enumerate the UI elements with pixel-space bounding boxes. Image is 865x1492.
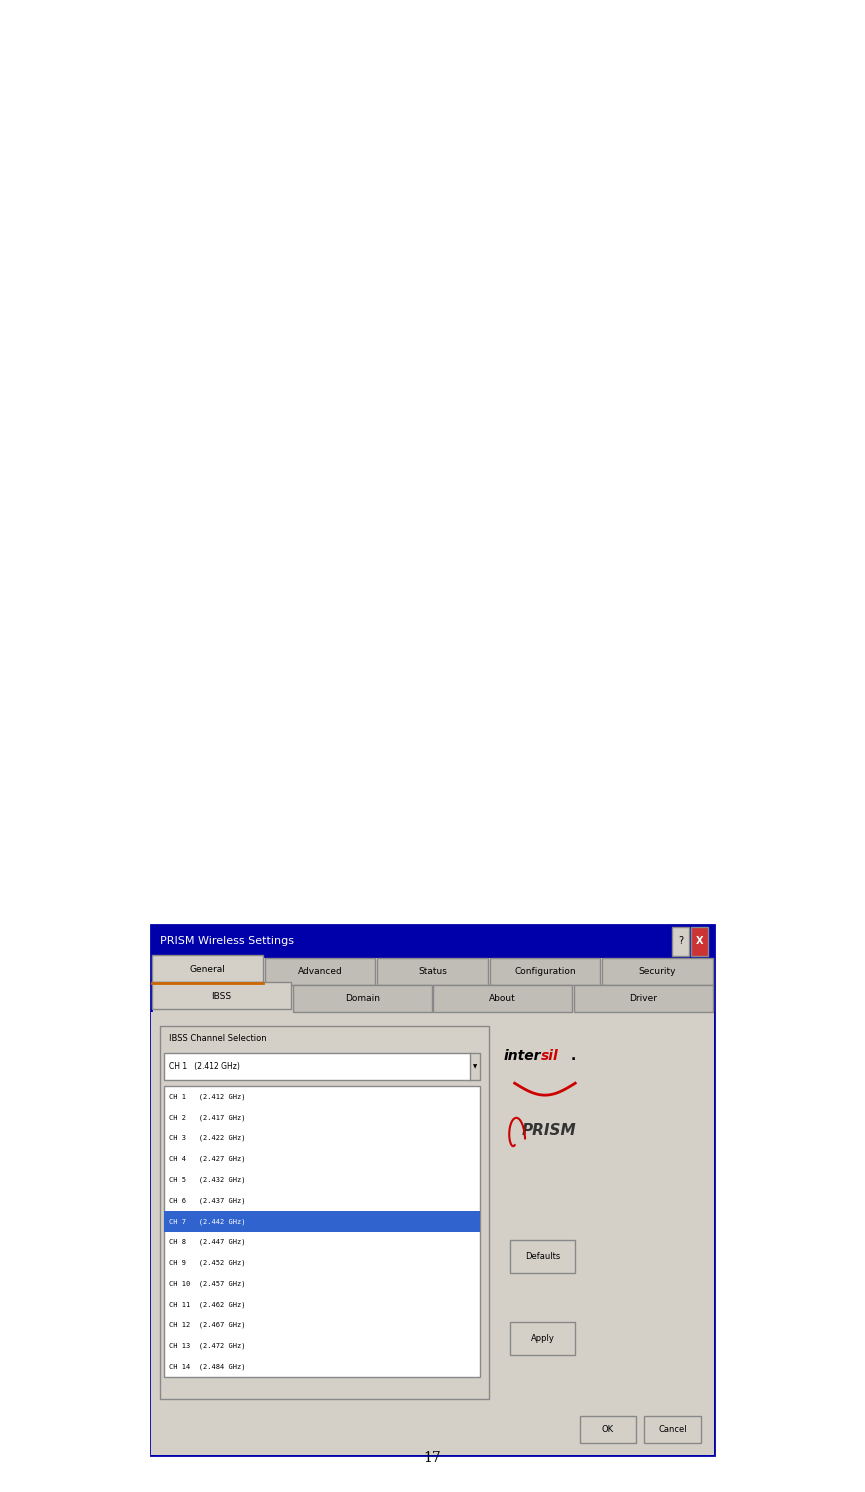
Text: PRISM: PRISM	[522, 1123, 577, 1138]
FancyBboxPatch shape	[160, 1026, 489, 1399]
Text: CH 6   (2.437 GHz): CH 6 (2.437 GHz)	[169, 1197, 245, 1204]
FancyBboxPatch shape	[574, 985, 713, 1012]
Text: CH 3   (2.422 GHz): CH 3 (2.422 GHz)	[169, 1135, 245, 1141]
Text: About: About	[490, 994, 516, 1003]
Text: Status: Status	[418, 967, 447, 976]
Text: CH 8   (2.447 GHz): CH 8 (2.447 GHz)	[169, 1238, 245, 1246]
Text: Advanced: Advanced	[298, 967, 343, 976]
Text: CH 1   (2.412 GHz): CH 1 (2.412 GHz)	[169, 1062, 240, 1071]
FancyBboxPatch shape	[265, 958, 375, 985]
Text: Configuration: Configuration	[514, 967, 576, 976]
FancyBboxPatch shape	[580, 1416, 636, 1443]
FancyBboxPatch shape	[292, 985, 432, 1012]
Text: 17: 17	[424, 1452, 441, 1465]
Text: CH 2   (2.417 GHz): CH 2 (2.417 GHz)	[169, 1115, 245, 1120]
FancyBboxPatch shape	[470, 1053, 480, 1080]
FancyBboxPatch shape	[691, 927, 708, 956]
FancyBboxPatch shape	[164, 1212, 480, 1232]
Text: CH 10  (2.457 GHz): CH 10 (2.457 GHz)	[169, 1280, 245, 1286]
Text: CH 7   (2.442 GHz): CH 7 (2.442 GHz)	[169, 1217, 245, 1225]
Text: inter: inter	[503, 1049, 541, 1062]
Text: CH 12  (2.467 GHz): CH 12 (2.467 GHz)	[169, 1322, 245, 1328]
FancyBboxPatch shape	[377, 958, 488, 985]
Text: CH 9   (2.452 GHz): CH 9 (2.452 GHz)	[169, 1259, 245, 1267]
Text: Cancel: Cancel	[658, 1425, 687, 1434]
FancyBboxPatch shape	[672, 927, 689, 956]
Text: Apply: Apply	[531, 1334, 554, 1343]
FancyBboxPatch shape	[151, 925, 714, 958]
Text: ▼: ▼	[473, 1064, 477, 1070]
FancyBboxPatch shape	[602, 958, 713, 985]
FancyBboxPatch shape	[152, 955, 263, 982]
Text: CH 5   (2.432 GHz): CH 5 (2.432 GHz)	[169, 1177, 245, 1183]
FancyBboxPatch shape	[644, 1416, 701, 1443]
Text: CH 4   (2.427 GHz): CH 4 (2.427 GHz)	[169, 1156, 245, 1162]
Text: sil: sil	[541, 1049, 559, 1062]
Text: CH 14  (2.484 GHz): CH 14 (2.484 GHz)	[169, 1364, 245, 1370]
Text: Security: Security	[638, 967, 676, 976]
Text: IBSS: IBSS	[212, 992, 232, 1001]
Text: Domain: Domain	[345, 994, 380, 1003]
Text: General: General	[189, 965, 226, 974]
Text: IBSS Channel Selection: IBSS Channel Selection	[169, 1034, 266, 1043]
FancyBboxPatch shape	[152, 982, 291, 1009]
Text: CH 11  (2.462 GHz): CH 11 (2.462 GHz)	[169, 1301, 245, 1307]
Text: Defaults: Defaults	[525, 1252, 561, 1261]
Text: CH 1   (2.412 GHz): CH 1 (2.412 GHz)	[169, 1094, 245, 1100]
FancyBboxPatch shape	[433, 985, 573, 1012]
Text: Driver: Driver	[630, 994, 657, 1003]
FancyBboxPatch shape	[151, 925, 714, 1455]
Text: .: .	[571, 1049, 576, 1062]
Text: OK: OK	[601, 1425, 614, 1434]
FancyBboxPatch shape	[164, 1086, 480, 1377]
Text: X: X	[696, 937, 703, 946]
FancyBboxPatch shape	[510, 1240, 575, 1273]
FancyBboxPatch shape	[490, 958, 600, 985]
Text: CH 13  (2.472 GHz): CH 13 (2.472 GHz)	[169, 1343, 245, 1349]
FancyBboxPatch shape	[510, 1322, 575, 1355]
Text: PRISM Wireless Settings: PRISM Wireless Settings	[160, 937, 294, 946]
FancyBboxPatch shape	[151, 1012, 714, 1455]
Text: ?: ?	[678, 937, 683, 946]
FancyBboxPatch shape	[164, 1053, 471, 1080]
